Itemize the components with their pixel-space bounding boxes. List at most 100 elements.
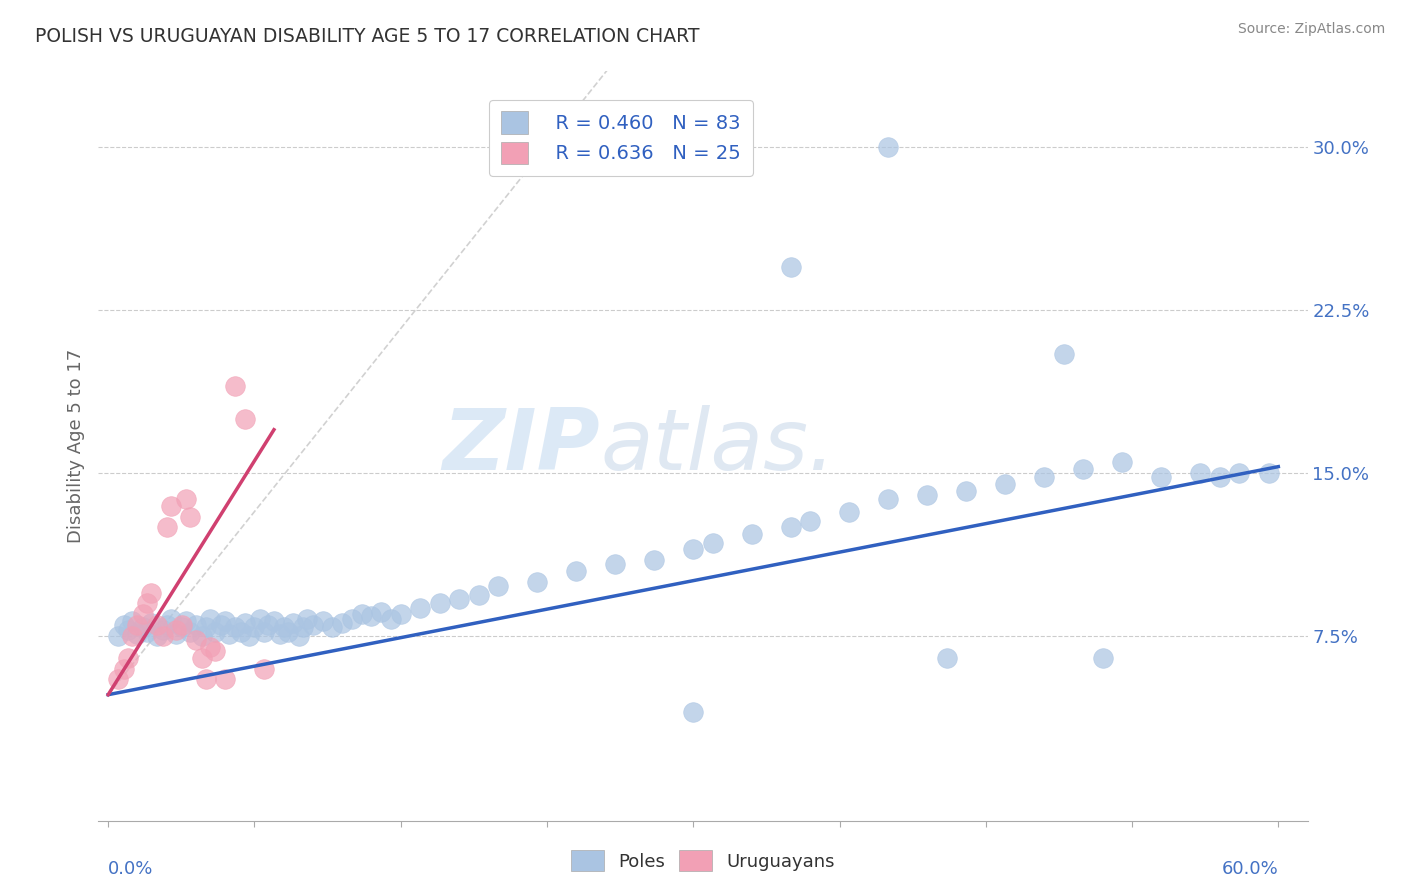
Point xyxy=(779,260,801,274)
Point xyxy=(214,614,236,628)
Point xyxy=(198,612,221,626)
Point xyxy=(277,624,299,639)
Point xyxy=(389,607,412,622)
Point xyxy=(117,623,139,637)
Point xyxy=(139,585,162,599)
Point xyxy=(156,520,179,534)
Point xyxy=(184,633,207,648)
Point xyxy=(224,379,246,393)
Text: 60.0%: 60.0% xyxy=(1222,860,1278,878)
Point xyxy=(191,629,214,643)
Point xyxy=(467,588,489,602)
Point xyxy=(238,629,260,643)
Point xyxy=(380,612,402,626)
Point xyxy=(340,612,363,626)
Point xyxy=(107,673,129,687)
Point xyxy=(877,492,900,507)
Point xyxy=(302,618,325,632)
Point xyxy=(269,627,291,641)
Point xyxy=(257,618,280,632)
Point xyxy=(132,620,155,634)
Point xyxy=(127,627,149,641)
Point xyxy=(429,597,451,611)
Point xyxy=(233,615,256,630)
Point xyxy=(107,629,129,643)
Legend: Poles, Uruguayans: Poles, Uruguayans xyxy=(564,843,842,879)
Point xyxy=(1111,455,1133,469)
Point xyxy=(360,609,382,624)
Point xyxy=(146,618,169,632)
Point xyxy=(156,618,179,632)
Point xyxy=(283,615,305,630)
Point xyxy=(174,492,197,507)
Point xyxy=(132,607,155,622)
Point xyxy=(273,620,295,634)
Point xyxy=(935,650,957,665)
Point xyxy=(139,615,162,630)
Point xyxy=(209,618,232,632)
Point xyxy=(191,650,214,665)
Text: ZIP: ZIP xyxy=(443,404,600,488)
Point xyxy=(994,477,1017,491)
Point xyxy=(1189,466,1212,480)
Point xyxy=(1053,347,1076,361)
Point xyxy=(174,614,197,628)
Point xyxy=(117,650,139,665)
Y-axis label: Disability Age 5 to 17: Disability Age 5 to 17 xyxy=(66,349,84,543)
Text: POLISH VS URUGUAYAN DISABILITY AGE 5 TO 17 CORRELATION CHART: POLISH VS URUGUAYAN DISABILITY AGE 5 TO … xyxy=(35,27,700,45)
Point xyxy=(486,579,509,593)
Point xyxy=(253,624,276,639)
Point xyxy=(179,624,201,639)
Point xyxy=(605,558,627,572)
Point xyxy=(152,623,174,637)
Point xyxy=(1257,466,1279,480)
Point xyxy=(253,662,276,676)
Text: Source: ZipAtlas.com: Source: ZipAtlas.com xyxy=(1237,22,1385,37)
Point xyxy=(243,620,266,634)
Point xyxy=(112,662,135,676)
Point xyxy=(682,542,704,557)
Text: atlas.: atlas. xyxy=(600,404,835,488)
Point xyxy=(214,673,236,687)
Point xyxy=(179,509,201,524)
Point xyxy=(172,618,194,632)
Point xyxy=(682,705,704,719)
Point xyxy=(152,629,174,643)
Point xyxy=(121,614,143,628)
Point xyxy=(127,618,149,632)
Point xyxy=(194,620,217,634)
Point xyxy=(184,618,207,632)
Point xyxy=(702,535,724,549)
Point xyxy=(741,527,763,541)
Point xyxy=(136,624,159,639)
Point xyxy=(449,592,471,607)
Point xyxy=(159,499,181,513)
Point xyxy=(312,614,335,628)
Point xyxy=(917,488,939,502)
Point xyxy=(218,627,240,641)
Point xyxy=(112,618,135,632)
Point xyxy=(288,629,311,643)
Point xyxy=(165,627,187,641)
Point xyxy=(643,553,665,567)
Point xyxy=(165,623,187,637)
Point xyxy=(229,624,252,639)
Point xyxy=(1071,462,1094,476)
Point xyxy=(204,624,226,639)
Point xyxy=(370,605,392,619)
Point xyxy=(194,673,217,687)
Point xyxy=(350,607,373,622)
Text: 0.0%: 0.0% xyxy=(108,860,153,878)
Point xyxy=(526,574,548,589)
Point xyxy=(799,514,821,528)
Point xyxy=(838,505,860,519)
Point xyxy=(249,612,271,626)
Point xyxy=(233,412,256,426)
Point xyxy=(1227,466,1250,480)
Point xyxy=(1033,470,1056,484)
Legend:   R = 0.460   N = 83,   R = 0.636   N = 25: R = 0.460 N = 83, R = 0.636 N = 25 xyxy=(489,100,752,176)
Point xyxy=(159,612,181,626)
Point xyxy=(1150,470,1173,484)
Point xyxy=(146,629,169,643)
Point xyxy=(1209,470,1232,484)
